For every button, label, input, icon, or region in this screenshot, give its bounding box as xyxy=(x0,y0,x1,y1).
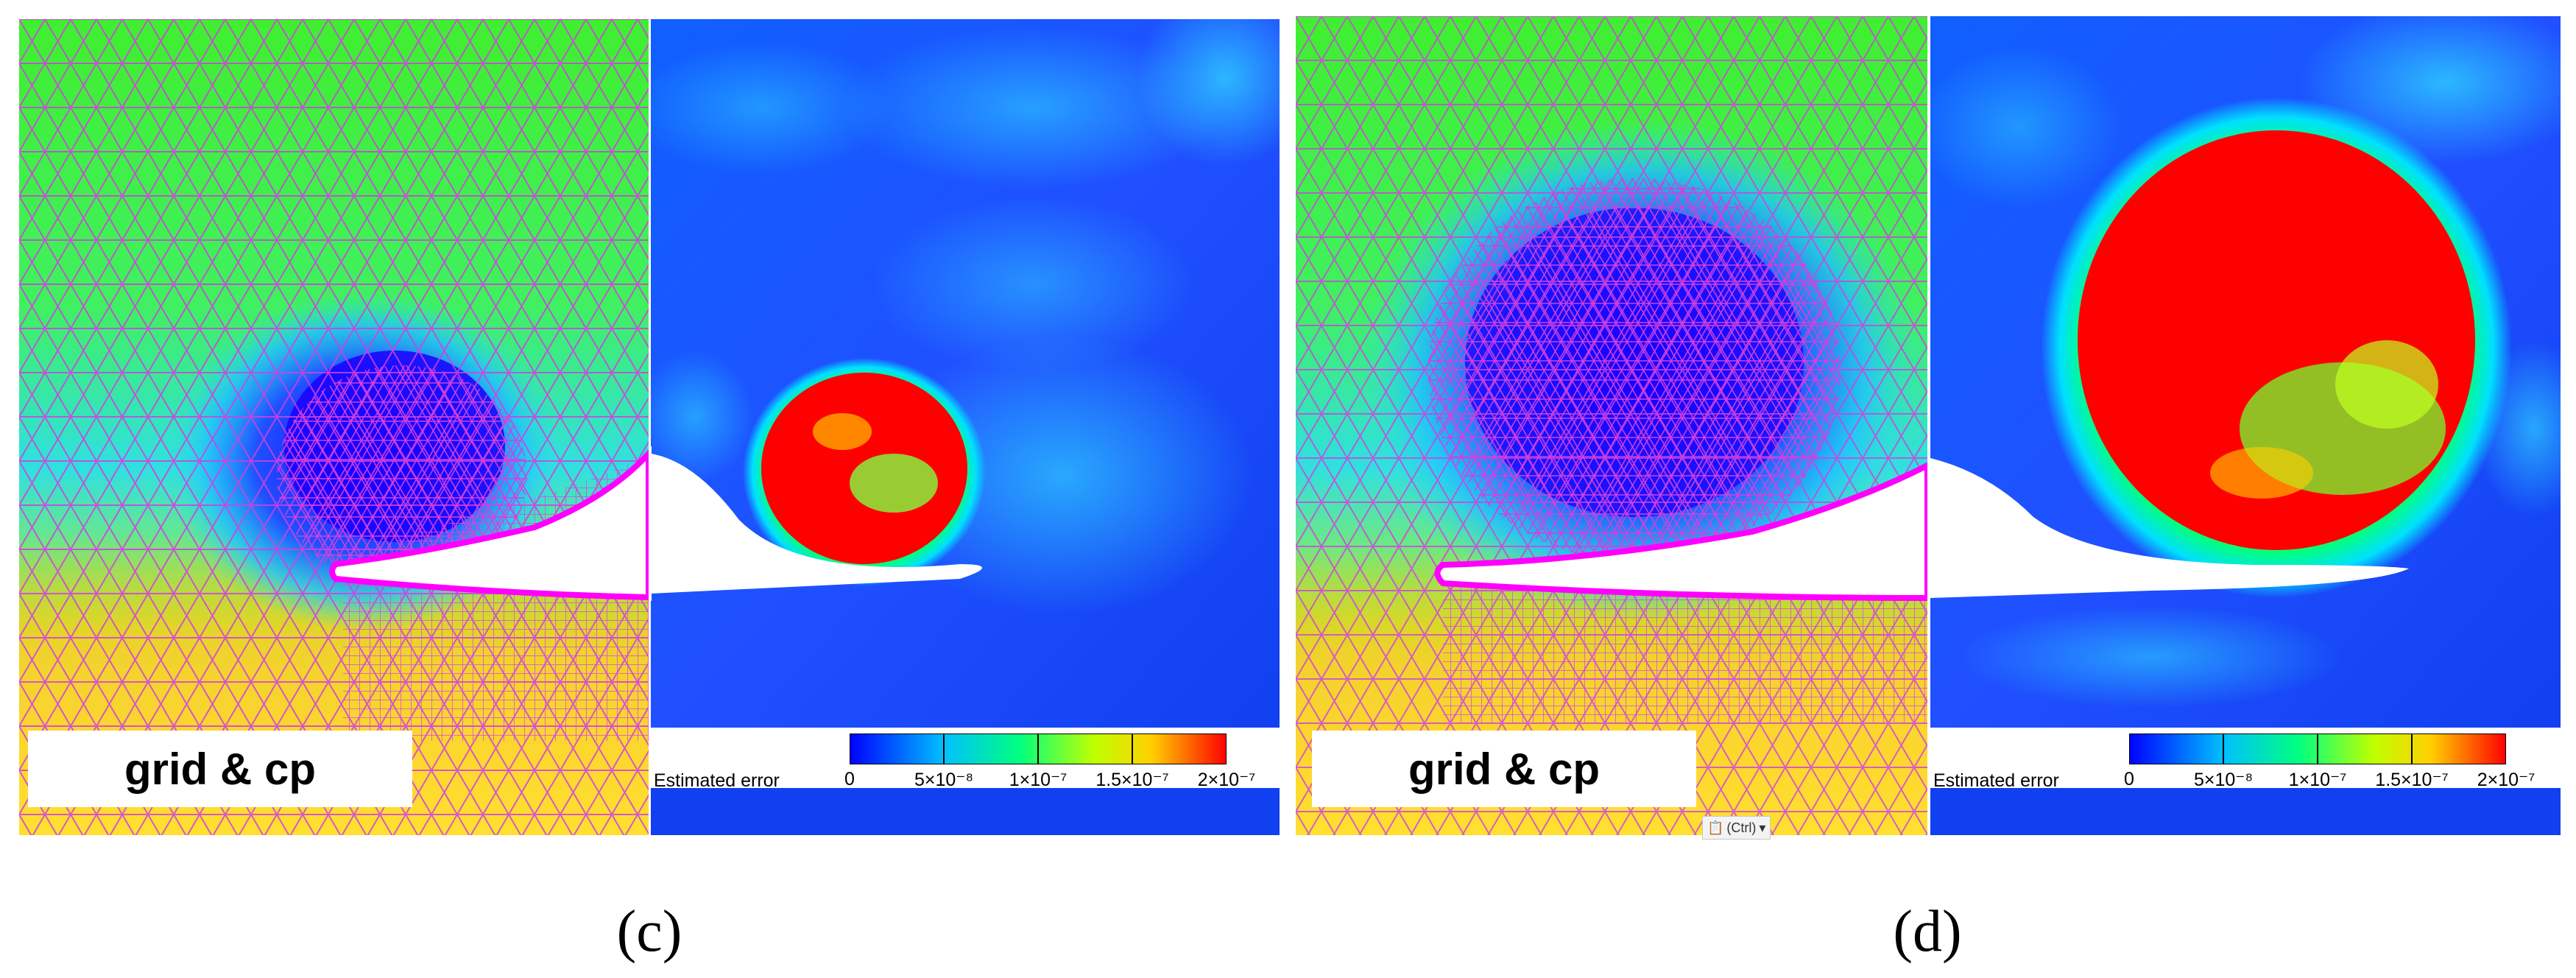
error-panel-d: Estimated error 0 5×10⁻⁸ 1×10⁻⁷ 1.5×10⁻⁷… xyxy=(1930,16,2561,835)
legend-tick-3: 1.5×10⁻⁷ xyxy=(1095,770,1169,790)
caption-c: (c) xyxy=(616,899,682,964)
clipboard-icon: 📋 xyxy=(1707,820,1724,835)
legend-tick-3: 1.5×10⁻⁷ xyxy=(2375,770,2449,790)
legend-tick-4: 2×10⁻⁷ xyxy=(1197,770,1256,790)
grid-cp-label: grid & cp xyxy=(1312,731,1696,807)
legend-tick-1: 5×10⁻⁸ xyxy=(2193,770,2254,790)
colorbar xyxy=(850,734,1227,764)
colorbar xyxy=(2129,734,2506,764)
legend-tick-1: 5×10⁻⁸ xyxy=(914,770,974,790)
error-panel-c: Estimated error 0 5×10⁻⁸ 1×10⁻⁷ 1.5×10⁻⁷… xyxy=(651,19,1280,835)
legend-tick-2: 1×10⁻⁷ xyxy=(1009,770,1068,790)
legend-tick-2: 1×10⁻⁷ xyxy=(2288,770,2347,790)
caption-d: (d) xyxy=(1893,899,1962,964)
legend-tick-0: 0 xyxy=(844,769,855,789)
mesh-cp-panel-d: grid & cp xyxy=(1296,16,1927,835)
chevron-down-icon: ▾ xyxy=(1759,820,1766,835)
mesh-cp-panel-c: grid & cp xyxy=(19,19,649,835)
legend-title: Estimated error xyxy=(654,770,780,791)
grid-cp-label: grid & cp xyxy=(28,731,412,807)
legend-tick-0: 0 xyxy=(2124,769,2134,789)
paste-chip-label: (Ctrl) xyxy=(1726,820,1757,835)
legend-title: Estimated error xyxy=(1933,770,2059,791)
paste-options-button[interactable]: 📋 (Ctrl) ▾ xyxy=(1702,816,1771,840)
legend-tick-4: 2×10⁻⁷ xyxy=(2477,770,2536,790)
